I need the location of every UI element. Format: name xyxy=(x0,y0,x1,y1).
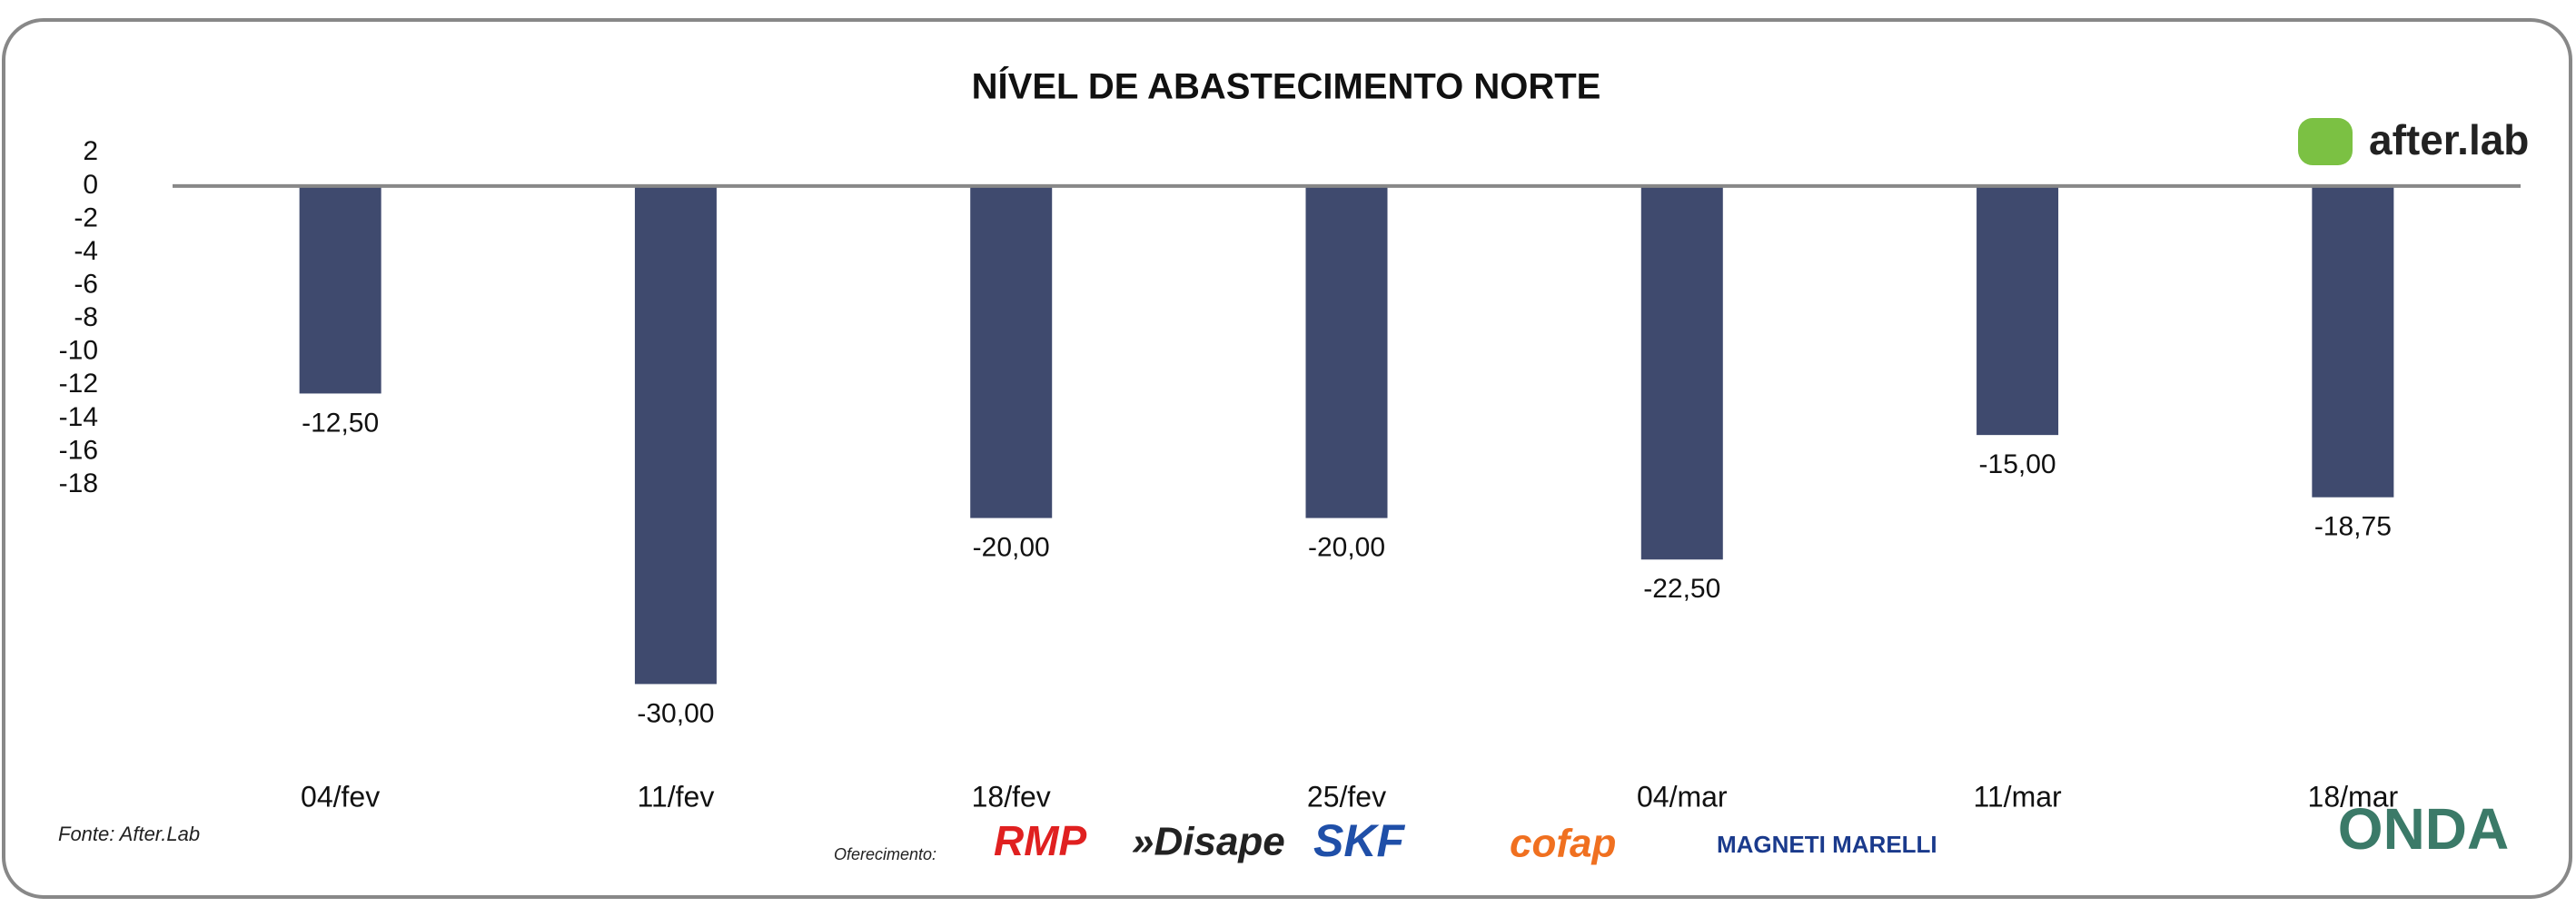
badge: ONDA xyxy=(2338,796,2509,862)
value-label: -15,00 xyxy=(1979,449,2056,479)
bar xyxy=(2312,185,2394,498)
frame xyxy=(2,18,2572,899)
y-tick-label: -12 xyxy=(59,369,98,399)
x-tick-label: 25/fev xyxy=(1307,780,1386,813)
sponsor: »Disape xyxy=(1132,820,1285,864)
y-tick-label: -10 xyxy=(59,336,98,366)
sponsor: MAGNETI MARELLI xyxy=(1717,831,1937,858)
y-tick-label: 0 xyxy=(83,170,98,200)
value-label: -12,50 xyxy=(302,408,379,438)
source: Fonte: After.Lab xyxy=(58,823,200,845)
bar xyxy=(634,185,717,685)
x-tick-label: 18/fev xyxy=(972,780,1051,813)
value-label: -30,00 xyxy=(637,698,714,728)
x-tick-label: 04/mar xyxy=(1637,780,1728,813)
y-tick-label: -8 xyxy=(74,302,98,332)
x-tick-label: 11/mar xyxy=(1973,780,2062,813)
bar xyxy=(1305,185,1388,518)
sponsor: cofap xyxy=(1510,822,1616,866)
y-tick-label: -16 xyxy=(59,435,98,465)
y-tick-label: 2 xyxy=(83,136,98,166)
y-tick-label: -14 xyxy=(59,402,98,432)
brand: after.lab xyxy=(2369,116,2529,163)
value-label: -20,00 xyxy=(1308,532,1385,562)
y-tick-label: -6 xyxy=(74,269,98,299)
x-tick-label: 04/fev xyxy=(301,780,380,813)
sponsor-label: Oferecimento: xyxy=(834,845,936,863)
brand-icon xyxy=(2298,118,2353,165)
value-label: -18,75 xyxy=(2314,512,2392,542)
value-label: -20,00 xyxy=(973,532,1050,562)
y-tick-label: -2 xyxy=(74,202,98,232)
x-tick-label: 18/mar xyxy=(2308,780,2399,813)
sponsor: RMP xyxy=(994,817,1087,864)
bar xyxy=(299,185,381,394)
x-tick-label: 11/fev xyxy=(638,780,715,813)
bar xyxy=(970,185,1053,518)
y-tick-label: -4 xyxy=(74,236,98,266)
sponsor: SKF xyxy=(1313,815,1405,866)
bar xyxy=(1640,185,1723,560)
bar xyxy=(1977,185,2059,436)
value-label: -22,50 xyxy=(1643,574,1720,604)
y-tick-label: -18 xyxy=(59,468,98,498)
chart-title: NÍVEL DE ABASTECIMENTO NORTE xyxy=(972,66,1601,107)
